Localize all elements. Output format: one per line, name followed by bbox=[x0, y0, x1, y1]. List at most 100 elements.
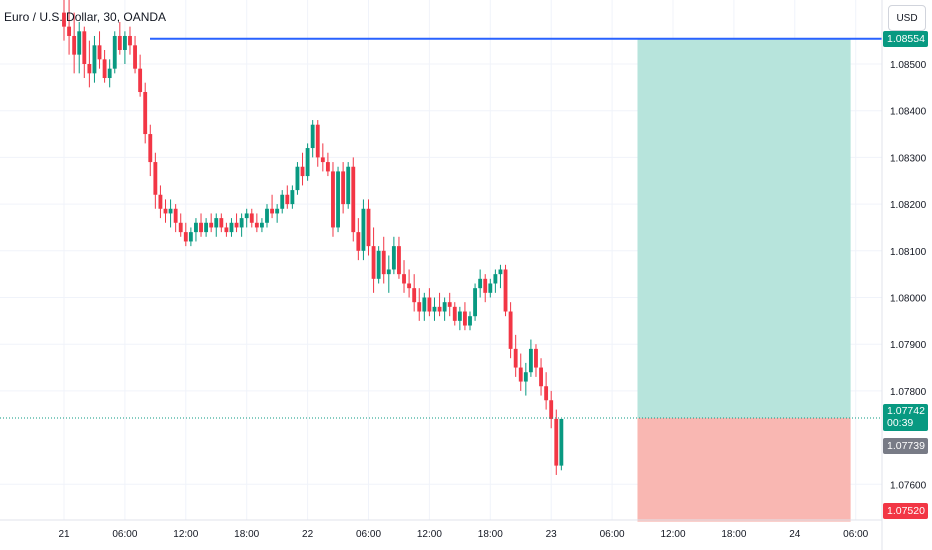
candle bbox=[422, 292, 427, 321]
candle bbox=[62, 0, 66, 41]
candle-body bbox=[295, 166, 300, 191]
candle bbox=[493, 269, 498, 293]
candle bbox=[168, 199, 173, 228]
candle bbox=[67, 0, 72, 55]
price-tick-label: 1.08500 bbox=[890, 60, 927, 71]
candle bbox=[442, 297, 447, 321]
candle bbox=[188, 227, 193, 247]
candle-body bbox=[168, 208, 173, 214]
time-tick-label: 22 bbox=[302, 529, 314, 540]
candle bbox=[112, 31, 117, 74]
candle-body bbox=[356, 232, 361, 251]
candle-body bbox=[204, 222, 209, 233]
candle bbox=[432, 297, 437, 321]
candle-body bbox=[173, 208, 178, 223]
current-price-tag: 1.07742 00:39 bbox=[883, 404, 928, 431]
candle bbox=[305, 143, 310, 181]
candle-body bbox=[341, 171, 346, 205]
price-axis[interactable]: 1.08500 1.08400 1.08300 1.08200 1.08100 1.080… bbox=[881, 0, 927, 550]
candle bbox=[254, 213, 259, 233]
candle-body bbox=[178, 222, 183, 233]
candle-body bbox=[498, 269, 503, 275]
price-tick-label: 1.07600 bbox=[890, 480, 927, 491]
candle-body bbox=[229, 222, 234, 233]
candle bbox=[133, 35, 137, 74]
time-axis[interactable]: 21 06:00 12:00 18:00 22 06:00 12:00 18:00 23 06:0… bbox=[0, 519, 882, 540]
candle bbox=[356, 218, 361, 261]
price-lines bbox=[0, 37, 882, 419]
candle-body bbox=[325, 162, 330, 172]
candle-body bbox=[457, 311, 462, 321]
candle bbox=[77, 21, 82, 74]
candle-body bbox=[249, 213, 254, 223]
candle-body bbox=[554, 418, 559, 466]
candle bbox=[224, 222, 229, 237]
candle bbox=[427, 288, 432, 317]
position-zones bbox=[637, 38, 851, 522]
candle-body bbox=[285, 194, 290, 205]
candle-body bbox=[62, 12, 66, 27]
candle-body bbox=[513, 348, 518, 368]
price-tick-label: 1.08400 bbox=[890, 107, 927, 118]
candle-body bbox=[478, 278, 483, 289]
time-tick-label: 06:00 bbox=[356, 529, 381, 540]
candle bbox=[381, 236, 386, 284]
candle bbox=[82, 26, 87, 79]
candle bbox=[331, 162, 335, 237]
candle bbox=[508, 302, 513, 359]
symbol-title[interactable]: Euro / U.S. Dollar, 30, OANDA bbox=[4, 10, 167, 24]
candle bbox=[315, 120, 320, 167]
time-tick-label: 06:00 bbox=[600, 529, 625, 540]
candle-body bbox=[493, 274, 498, 284]
candle-body bbox=[559, 418, 564, 466]
candle-body bbox=[391, 246, 396, 270]
time-tick-label: 12:00 bbox=[417, 529, 442, 540]
candle-body bbox=[92, 45, 97, 74]
candle bbox=[534, 344, 538, 377]
candle bbox=[72, 12, 77, 74]
candle-body bbox=[224, 227, 229, 233]
candle bbox=[397, 236, 401, 279]
time-tick-label: 12:00 bbox=[173, 529, 198, 540]
candle bbox=[107, 59, 112, 88]
candle bbox=[462, 302, 467, 331]
candle-body bbox=[305, 148, 310, 177]
candle bbox=[204, 218, 209, 237]
candle bbox=[371, 227, 376, 293]
target-price-tag: 1.08554 bbox=[883, 31, 928, 47]
time-tick-label: 06:00 bbox=[112, 529, 137, 540]
candle-body bbox=[158, 194, 163, 209]
time-tick-label: 24 bbox=[789, 529, 801, 540]
candle bbox=[498, 264, 503, 289]
candle-body bbox=[112, 35, 117, 69]
candle-body bbox=[331, 171, 335, 228]
candle bbox=[549, 390, 554, 429]
candle bbox=[310, 120, 315, 158]
candle bbox=[528, 339, 533, 377]
candle bbox=[194, 218, 198, 242]
candle-body bbox=[488, 283, 493, 293]
candle-body bbox=[138, 68, 143, 93]
candle bbox=[341, 162, 346, 214]
current-price-value: 1.07742 bbox=[887, 405, 925, 417]
candle-body bbox=[346, 166, 351, 205]
candle bbox=[87, 40, 92, 88]
candle bbox=[437, 292, 442, 317]
candle bbox=[148, 124, 153, 177]
currency-button[interactable]: USD bbox=[888, 5, 926, 31]
candle bbox=[376, 246, 381, 284]
candle-body bbox=[427, 297, 432, 312]
candle bbox=[336, 166, 340, 233]
price-tick-label: 1.08200 bbox=[890, 200, 927, 211]
previous-price-tag: 1.07739 bbox=[883, 438, 928, 454]
candle-body bbox=[290, 190, 295, 205]
candle-body bbox=[244, 213, 249, 219]
candle bbox=[539, 358, 543, 396]
candle-body bbox=[143, 92, 148, 135]
candle-body bbox=[539, 367, 543, 387]
candle bbox=[468, 311, 472, 331]
candle bbox=[503, 264, 508, 317]
candle-body bbox=[188, 232, 193, 242]
price-tick-label: 1.08300 bbox=[890, 153, 927, 164]
